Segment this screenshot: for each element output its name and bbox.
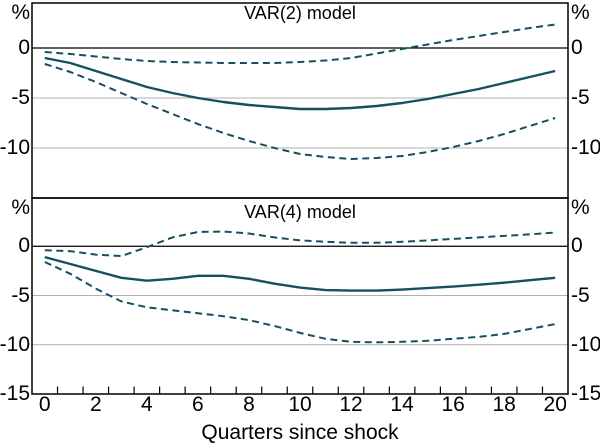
x-tick-label: 2 <box>89 393 102 416</box>
x-tick-label: 6 <box>192 393 204 416</box>
x-tick-label: 12 <box>339 393 363 416</box>
series-central-estimate <box>44 255 556 292</box>
x-tick-label: 10 <box>288 393 312 416</box>
y-tick-label: 0 <box>571 234 583 258</box>
x-tick-label: 20 <box>543 393 567 416</box>
percent-symbol: % <box>11 1 30 24</box>
x-tick-label: 8 <box>243 393 255 416</box>
percent-symbol: % <box>571 196 590 219</box>
y-tick-label: -5 <box>11 86 30 109</box>
series-lower-confidence-band <box>44 261 556 344</box>
series-upper-confidence-band <box>44 23 556 64</box>
y-tick-label: 0 <box>18 234 30 258</box>
series-central-estimate <box>44 56 556 111</box>
y-tick-label: -10 <box>571 136 600 159</box>
x-tick-label: 18 <box>492 393 516 416</box>
x-tick-label: 0 <box>38 393 51 416</box>
x-tick-label: 14 <box>390 393 414 416</box>
panel-title-var2: VAR(2) model <box>244 3 356 23</box>
y-tick-label: -10 <box>571 332 600 356</box>
y-tick-label: -5 <box>571 283 590 307</box>
y-tick-label: -10 <box>0 332 30 356</box>
series-upper-confidence-band <box>44 230 556 258</box>
x-tick-label: 4 <box>141 393 153 416</box>
y-tick-label: 0 <box>571 36 583 59</box>
x-tick-label: 16 <box>441 393 465 416</box>
y-tick-label: -15 <box>0 382 30 405</box>
y-tick-label: -15 <box>571 382 600 405</box>
percent-symbol: % <box>11 196 30 219</box>
x-axis-title: Quarters since shock <box>201 421 399 444</box>
panel-frame <box>31 2 569 199</box>
y-tick-label: -5 <box>11 283 30 307</box>
y-tick-label: -5 <box>571 86 590 109</box>
series-lower-confidence-band <box>44 63 556 160</box>
percent-symbol: % <box>571 1 590 24</box>
y-tick-label: -10 <box>0 136 30 159</box>
panel-title-var4: VAR(4) model <box>244 202 356 222</box>
y-tick-label: 0 <box>18 36 30 59</box>
panel-frame <box>31 197 569 395</box>
